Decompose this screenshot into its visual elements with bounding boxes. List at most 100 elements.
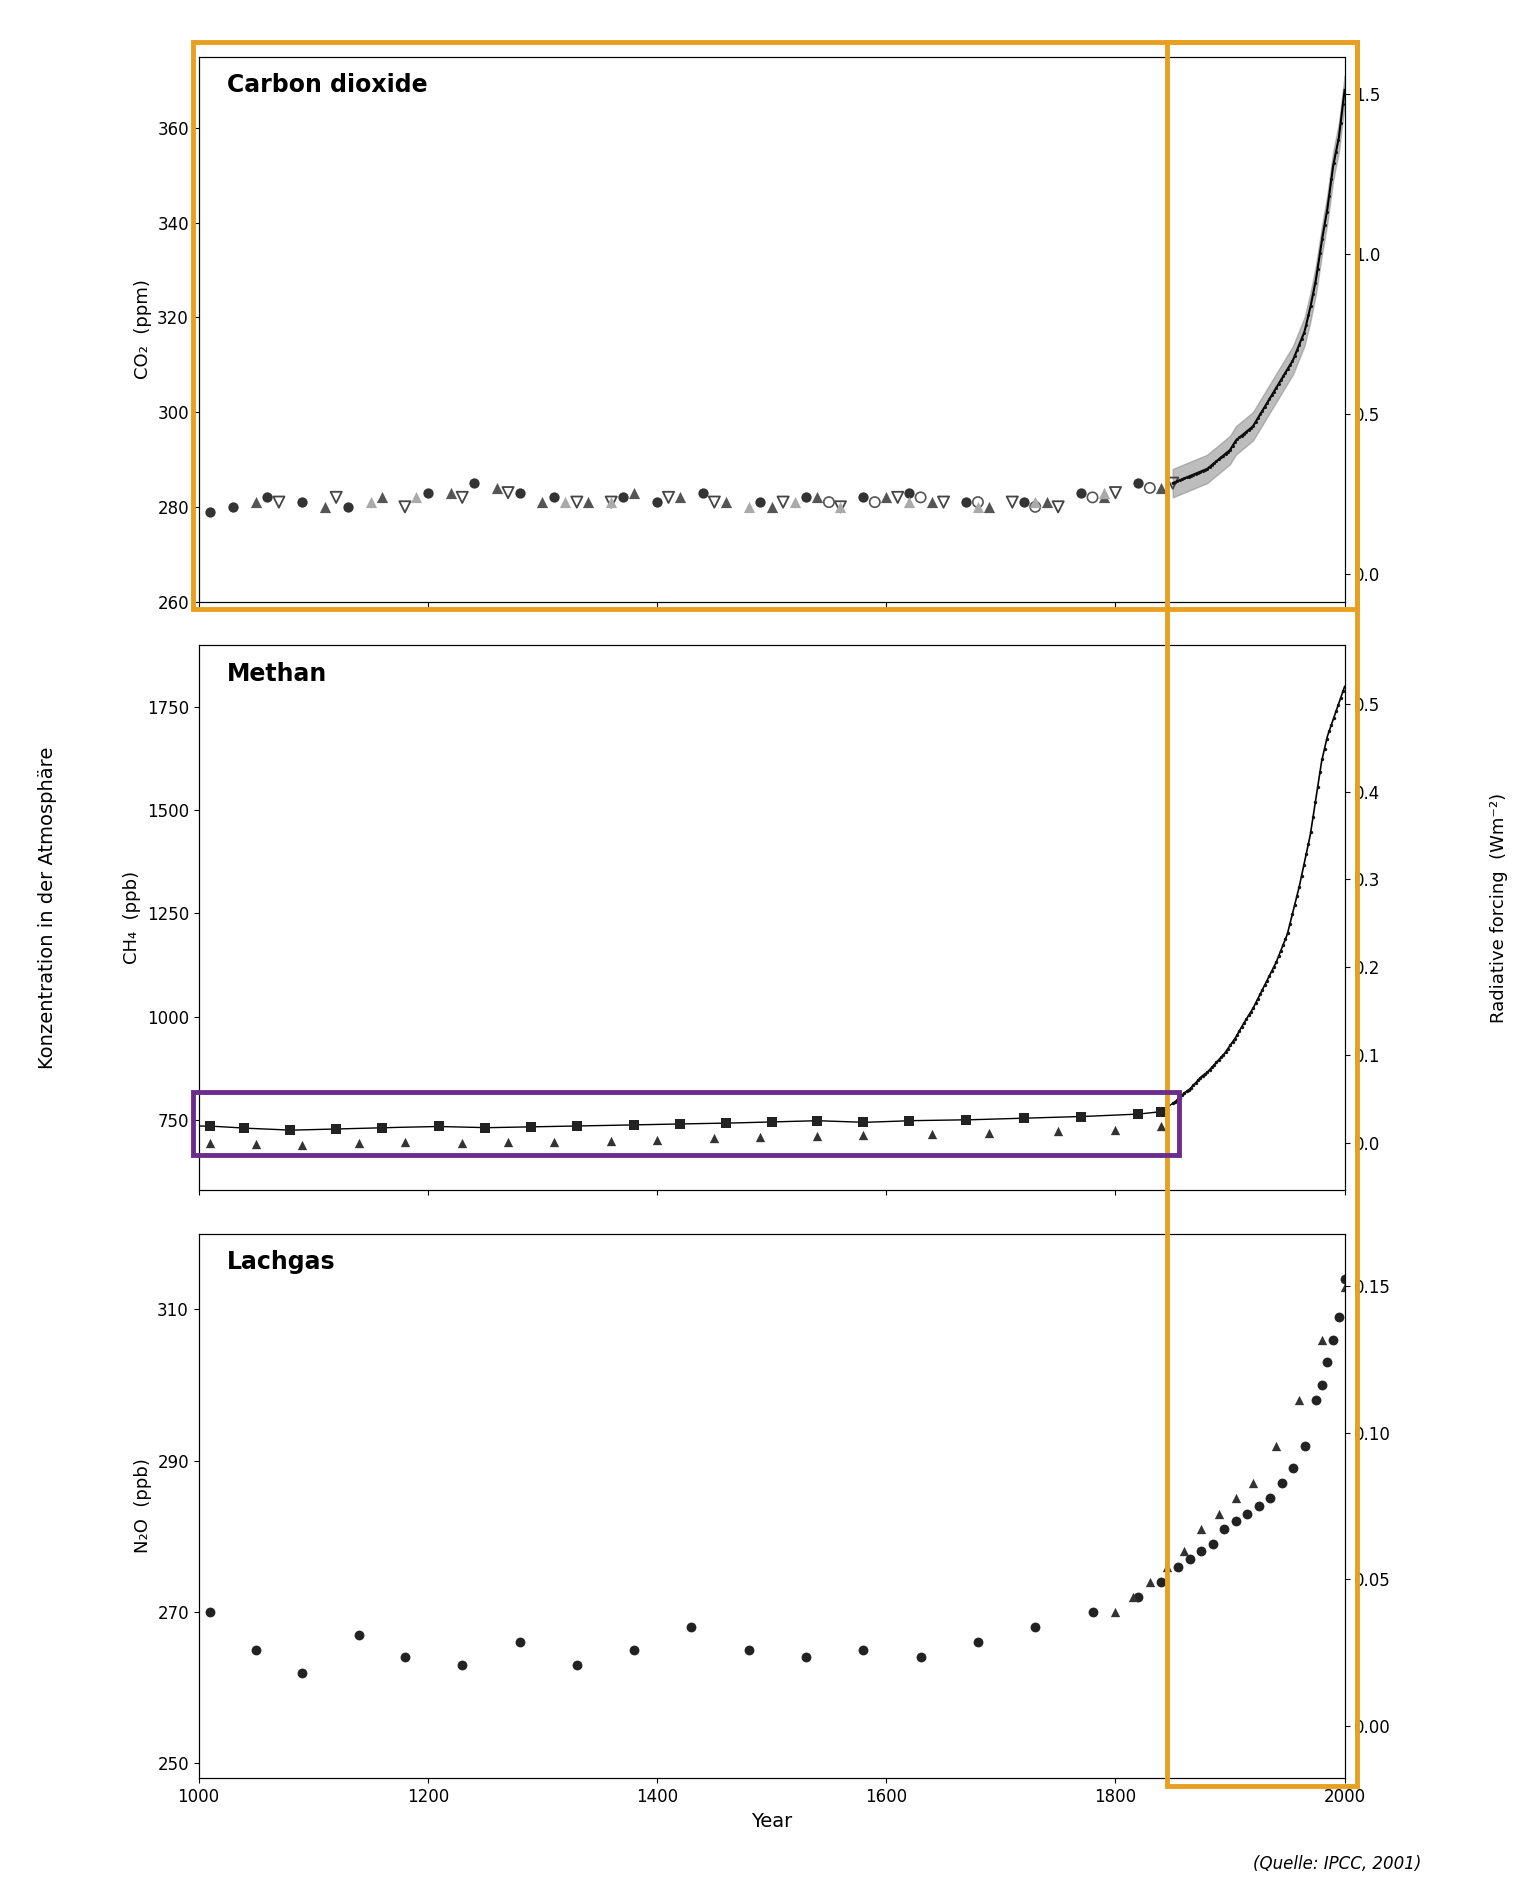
Point — [1170, 1080, 1195, 1111]
Point — [1172, 464, 1196, 494]
Point — [1163, 467, 1187, 498]
Point — [1012, 1103, 1036, 1133]
Point — [622, 1111, 646, 1141]
Point — [909, 1642, 934, 1673]
Point — [1167, 465, 1192, 496]
Y-axis label: CH₄  (ppb): CH₄ (ppb) — [124, 870, 141, 965]
Point — [1331, 675, 1355, 706]
Point — [805, 482, 830, 513]
Point — [1319, 165, 1343, 195]
Point — [1303, 787, 1328, 817]
Point — [1213, 439, 1238, 469]
Point — [759, 492, 784, 522]
Point — [909, 482, 934, 513]
Point — [1024, 1612, 1048, 1642]
Y-axis label: CO₂  (ppm): CO₂ (ppm) — [133, 280, 151, 378]
Point — [863, 486, 888, 517]
Point — [1189, 1536, 1213, 1567]
Point — [1280, 1453, 1305, 1483]
Point — [1120, 1582, 1144, 1612]
Point — [497, 1128, 521, 1158]
Point — [244, 1130, 269, 1160]
Point — [1212, 1514, 1236, 1544]
Point — [576, 486, 601, 517]
Point — [370, 482, 394, 513]
Point — [1218, 435, 1242, 465]
Point — [1203, 448, 1227, 479]
Point — [897, 477, 921, 507]
Point — [1245, 984, 1270, 1014]
Point — [278, 1114, 303, 1145]
Point — [1280, 346, 1305, 377]
Point — [1259, 380, 1284, 411]
Text: Lachgas: Lachgas — [228, 1251, 336, 1273]
Point — [290, 486, 315, 517]
Point — [1290, 861, 1314, 891]
Point — [1267, 369, 1291, 399]
Point — [1034, 486, 1059, 517]
Point — [1166, 1551, 1190, 1582]
Point — [749, 486, 773, 517]
Point — [1213, 1037, 1238, 1067]
Point — [1175, 462, 1199, 492]
Point — [1250, 974, 1274, 1005]
Point — [1024, 492, 1048, 522]
Point — [1270, 1468, 1294, 1498]
Point — [199, 1597, 223, 1627]
Point — [1241, 1468, 1265, 1498]
Point — [255, 482, 280, 513]
Point — [232, 1112, 257, 1143]
Point — [199, 1111, 223, 1141]
Point — [1277, 350, 1302, 380]
Point — [267, 486, 292, 517]
Point — [1161, 467, 1186, 498]
Point — [1254, 388, 1279, 418]
Point — [703, 486, 727, 517]
Point — [553, 486, 578, 517]
Point — [1299, 291, 1323, 322]
Point — [1282, 341, 1306, 371]
Point — [622, 1635, 646, 1665]
Point — [1091, 482, 1115, 513]
Point — [1166, 465, 1190, 496]
Point — [1232, 418, 1256, 448]
Point — [828, 492, 853, 522]
Point — [1216, 437, 1241, 467]
Point — [1326, 125, 1351, 155]
Point — [1296, 829, 1320, 859]
Point — [1070, 477, 1094, 507]
Point — [1149, 1567, 1174, 1597]
Point — [1212, 1041, 1236, 1071]
Point — [1323, 136, 1348, 166]
Point — [1177, 462, 1201, 492]
Point — [1198, 1054, 1222, 1084]
Point — [1258, 384, 1282, 414]
Point — [439, 477, 463, 507]
Point — [530, 486, 555, 517]
Point — [1258, 1483, 1282, 1514]
Text: Konzentration in der Atmosphäre: Konzentration in der Atmosphäre — [38, 747, 57, 1069]
Point — [817, 486, 842, 517]
Point — [1149, 1111, 1174, 1141]
Point — [1294, 310, 1319, 341]
Point — [1227, 1016, 1251, 1046]
Point — [1328, 683, 1352, 713]
Point — [1138, 1567, 1163, 1597]
Point — [1332, 1264, 1357, 1294]
Point — [1328, 108, 1352, 138]
Point — [1276, 918, 1300, 948]
Point — [1332, 1271, 1357, 1302]
Point — [1309, 223, 1334, 254]
Point — [393, 1642, 417, 1673]
Point — [966, 492, 990, 522]
Text: Carbon dioxide: Carbon dioxide — [228, 74, 428, 96]
Point — [1322, 1324, 1346, 1355]
Point — [451, 482, 475, 513]
Point — [955, 1105, 979, 1135]
Point — [645, 486, 669, 517]
Point — [1258, 961, 1282, 991]
Point — [1303, 1385, 1328, 1415]
Point — [1264, 1430, 1288, 1461]
Point — [451, 1650, 475, 1680]
Point — [1247, 1491, 1271, 1521]
